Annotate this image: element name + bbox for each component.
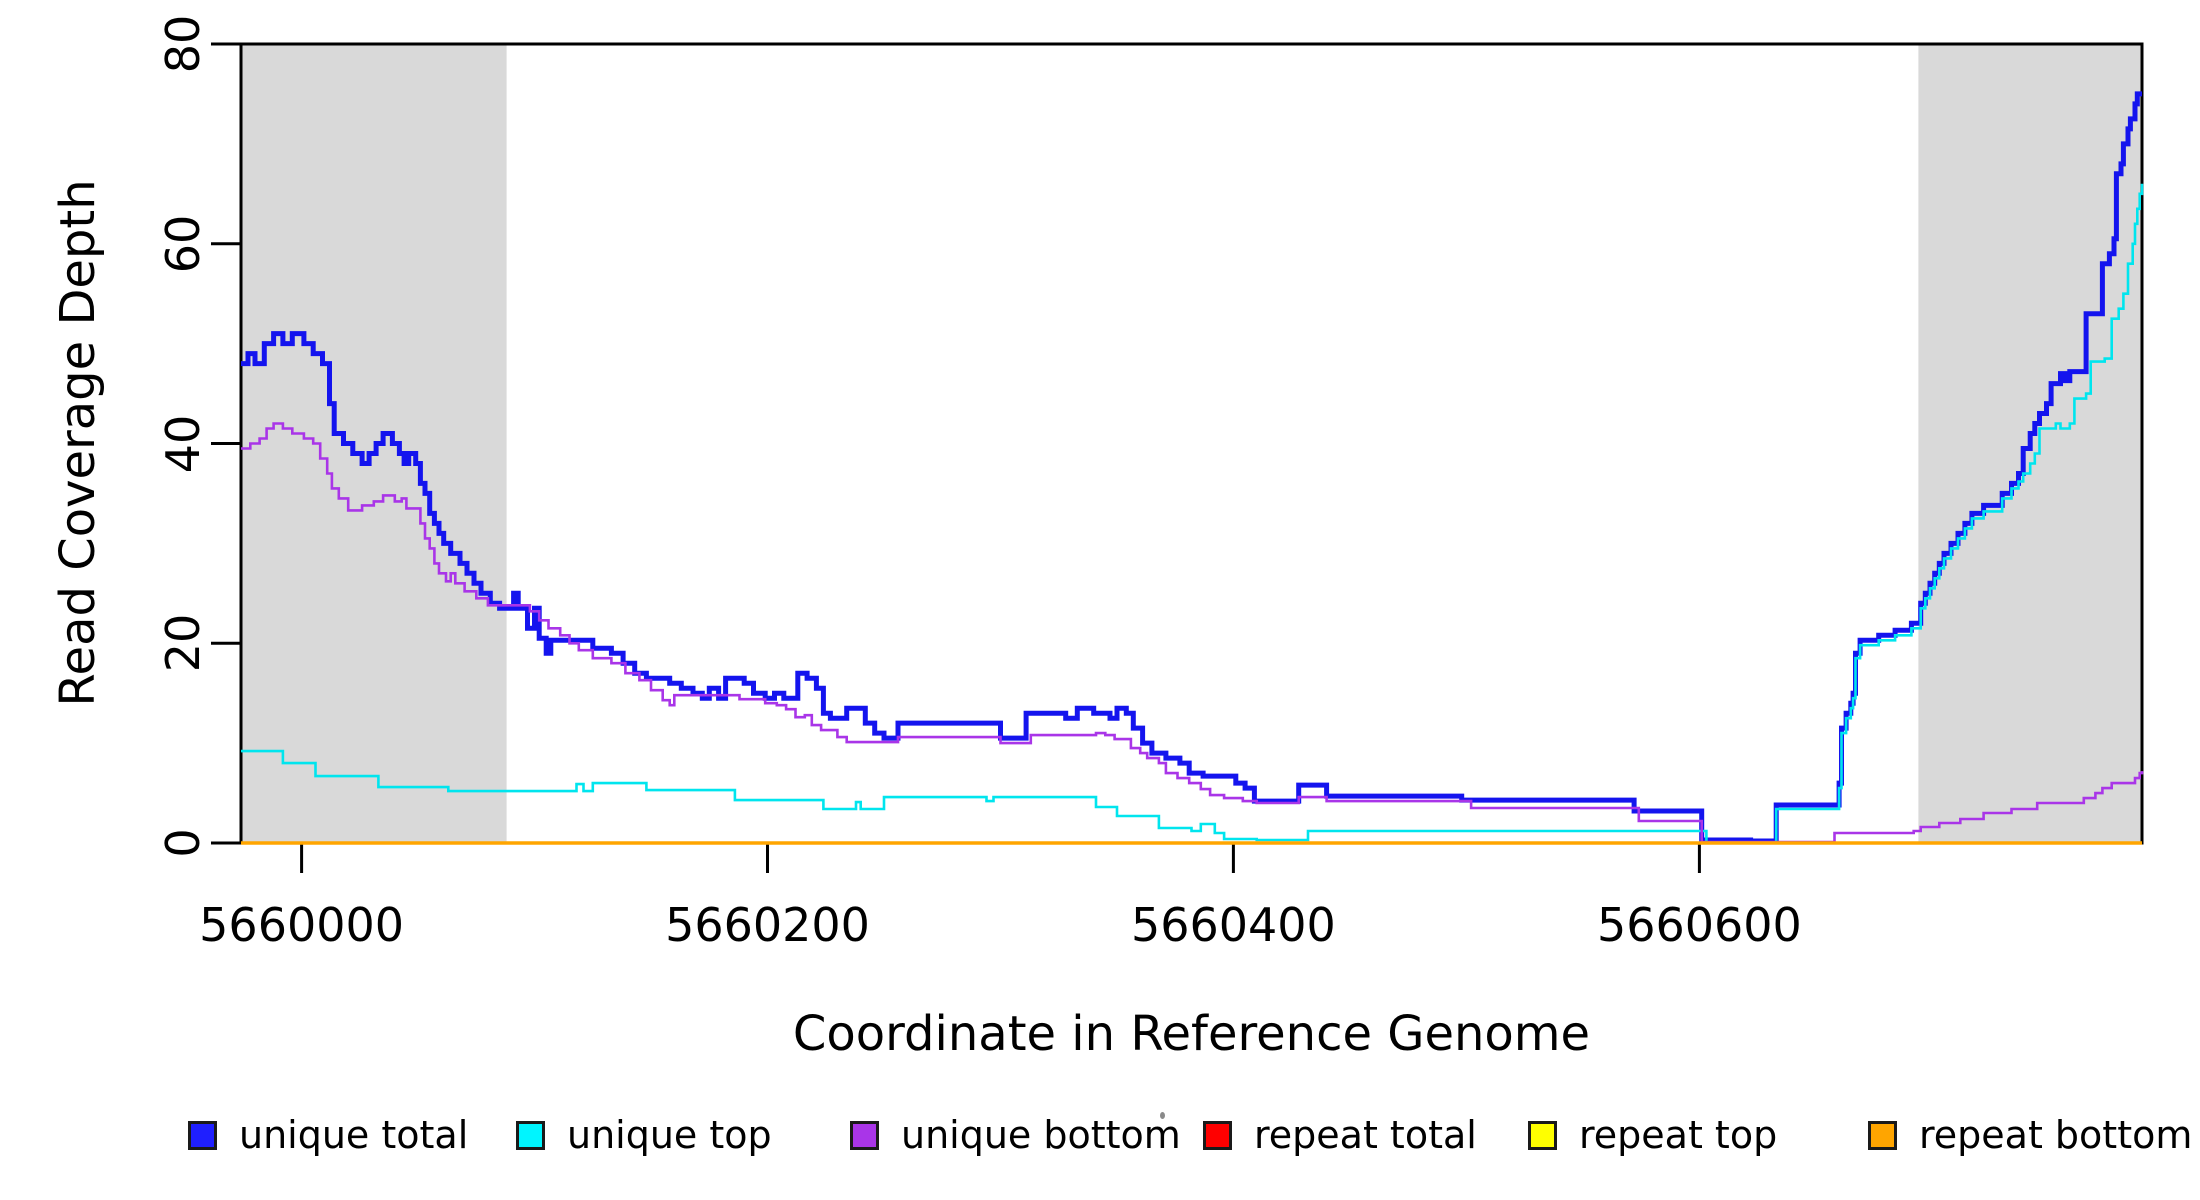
legend-swatch-icon: [1528, 1120, 1557, 1150]
legend-label: unique top: [567, 1113, 772, 1157]
legend-item-repeat-bottom: repeat bottom: [1868, 1113, 2193, 1157]
legend-item-unique-top: unique top: [516, 1113, 772, 1157]
legend-swatch-icon: [1868, 1120, 1897, 1150]
x-tick-label-2: 5660400: [1130, 898, 1336, 952]
series-unique-total: [241, 91, 2142, 844]
y-tick-label-1: 20: [156, 614, 210, 673]
legend-swatch-icon: [850, 1120, 879, 1150]
series-unique-top: [241, 183, 2144, 845]
stray-dot-artifact: [1160, 1112, 1165, 1119]
legend-label: repeat top: [1579, 1113, 1778, 1157]
y-tick-label-4: 80: [156, 14, 210, 74]
series-unique-bottom: [241, 422, 2144, 844]
legend-item-unique-bottom: unique bottom: [850, 1113, 1181, 1157]
y-tick-label-3: 60: [156, 214, 210, 274]
legend-swatch-icon: [1203, 1120, 1232, 1150]
legend-item-repeat-top: repeat top: [1528, 1113, 1778, 1157]
legend-label: unique bottom: [901, 1113, 1181, 1157]
legend-item-unique-total: unique total: [188, 1113, 469, 1157]
y-axis-title: Read Coverage Depth: [50, 179, 106, 707]
legend-label: unique total: [239, 1113, 469, 1157]
legend-label: repeat total: [1254, 1113, 1477, 1157]
x-tick-label-0: 5660000: [199, 898, 405, 952]
y-tick-label-0: 0: [156, 828, 210, 858]
x-tick-label-1: 5660200: [665, 898, 870, 952]
legend-item-repeat-total: repeat total: [1203, 1113, 1477, 1157]
x-axis-title: Coordinate in Reference Genome: [792, 1006, 1591, 1062]
legend-swatch-icon: [516, 1120, 545, 1150]
legend-label: repeat bottom: [1919, 1113, 2193, 1157]
plot-border: [239, 42, 2144, 845]
x-tick-label-3: 5660600: [1596, 898, 1802, 952]
y-tick-label-2: 40: [156, 414, 210, 473]
legend-swatch-icon: [188, 1120, 217, 1150]
